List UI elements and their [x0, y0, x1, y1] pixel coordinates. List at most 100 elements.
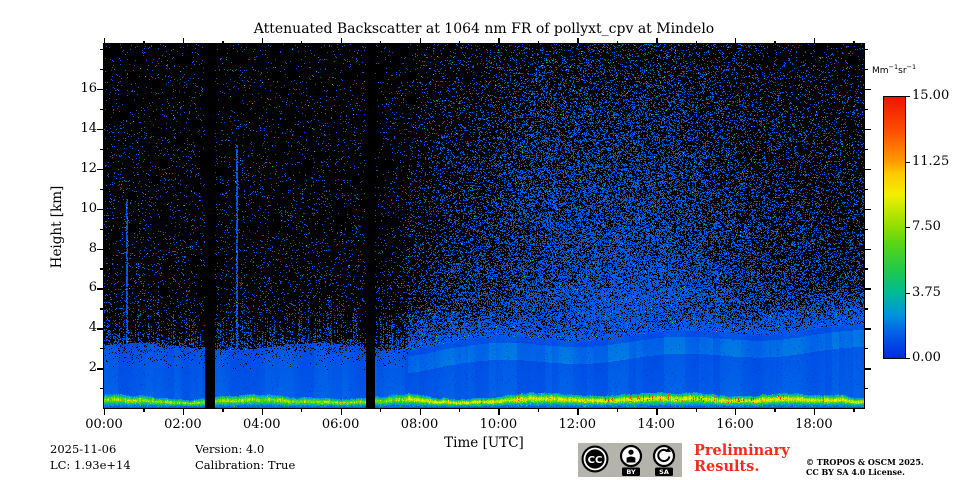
- tick-mark: [865, 228, 868, 230]
- tick-mark: [419, 38, 421, 44]
- colorbar-tick-mark: [906, 96, 910, 98]
- tick-mark: [97, 248, 103, 250]
- cc-license-badge: CC BY SA: [578, 443, 682, 477]
- tick-mark: [865, 368, 871, 370]
- tick-mark: [100, 228, 103, 230]
- y-tick-label: 6: [88, 280, 97, 296]
- tick-mark: [143, 41, 145, 44]
- tick-mark: [100, 268, 103, 270]
- tick-mark: [813, 409, 816, 415]
- tick-mark: [301, 41, 303, 44]
- tick-mark: [865, 308, 868, 310]
- tick-mark: [735, 38, 737, 44]
- tick-mark: [865, 49, 868, 51]
- tick-mark: [865, 168, 871, 171]
- tick-mark: [813, 38, 816, 44]
- tick-mark: [100, 308, 103, 310]
- tick-mark: [182, 38, 185, 44]
- tick-mark: [261, 409, 264, 415]
- tick-mark: [97, 288, 103, 290]
- tick-mark: [182, 409, 185, 415]
- tick-mark: [261, 38, 264, 44]
- tick-mark: [537, 41, 540, 44]
- tick-mark: [865, 148, 868, 151]
- tick-mark: [100, 188, 103, 190]
- tick-mark: [537, 409, 540, 412]
- y-tick-label: 2: [88, 360, 97, 376]
- tick-mark: [865, 388, 868, 390]
- tick-mark: [222, 409, 224, 412]
- tick-mark: [143, 409, 145, 412]
- tick-mark: [340, 38, 343, 44]
- colorbar-unit-label: Mm−1sr−1: [872, 63, 917, 76]
- version-label: Version: 4.0: [195, 442, 265, 456]
- lidar-constant-label: LC: 1.93e+14: [50, 458, 131, 472]
- x-tick-label: 06:00: [321, 417, 360, 432]
- y-tick-label: 8: [88, 240, 97, 256]
- cc-icon-text: CC: [588, 455, 603, 466]
- calibration-label: Calibration: True: [195, 458, 296, 472]
- tick-mark: [695, 409, 697, 412]
- tick-mark: [735, 409, 737, 415]
- tick-mark: [498, 38, 500, 44]
- x-tick-label: 14:00: [637, 417, 675, 432]
- tick-mark: [774, 409, 776, 412]
- x-tick-label: 12:00: [558, 417, 596, 432]
- tick-mark: [498, 409, 500, 415]
- tick-mark: [104, 409, 106, 415]
- colorbar: [883, 96, 906, 359]
- tick-mark: [100, 348, 103, 350]
- y-tick-label: 4: [88, 320, 97, 336]
- tick-mark: [853, 409, 855, 412]
- heatmap-canvas: [104, 44, 864, 408]
- colorbar-tick-label: 0.00: [912, 350, 941, 365]
- colorbar-tick-mark: [906, 161, 910, 163]
- colorbar-tick-label: 11.25: [912, 153, 950, 169]
- tick-mark: [865, 208, 871, 211]
- colorbar-tick-mark: [906, 227, 910, 229]
- y-tick-label: 14: [80, 120, 97, 136]
- tick-mark: [97, 368, 103, 370]
- y-tick-label: 10: [80, 200, 97, 216]
- tick-mark: [865, 248, 871, 250]
- tick-mark: [616, 41, 618, 44]
- tick-mark: [865, 89, 871, 91]
- tick-mark: [222, 41, 224, 44]
- x-tick-label: 00:00: [85, 417, 123, 432]
- tick-mark: [656, 409, 658, 415]
- tick-mark: [380, 409, 382, 412]
- tick-mark: [853, 41, 855, 44]
- tick-mark: [865, 288, 871, 290]
- tick-mark: [97, 208, 103, 211]
- x-tick-label: 10:00: [479, 417, 518, 432]
- tick-mark: [458, 409, 461, 412]
- tick-mark: [865, 108, 868, 111]
- tick-mark: [656, 38, 658, 44]
- tick-mark: [865, 128, 871, 131]
- date-label: 2025-11-06: [50, 442, 117, 456]
- x-tick-label: 18:00: [795, 417, 833, 432]
- chart-title: Attenuated Backscatter at 1064 nm FR of …: [253, 21, 715, 37]
- tick-mark: [301, 409, 303, 412]
- tick-mark: [458, 41, 461, 44]
- tick-mark: [865, 188, 868, 190]
- colorbar-gradient: [884, 97, 905, 358]
- tick-mark: [865, 268, 868, 270]
- x-axis-label: Time [UTC]: [444, 435, 524, 451]
- colorbar-tick-label: 7.50: [912, 219, 941, 234]
- y-tick-label: 12: [80, 160, 97, 176]
- tick-mark: [100, 49, 103, 51]
- x-tick-label: 04:00: [243, 417, 281, 432]
- x-tick-label: 08:00: [400, 417, 439, 432]
- tick-mark: [97, 328, 103, 330]
- tick-mark: [865, 69, 868, 71]
- by-person-icon: [619, 444, 643, 468]
- tick-mark: [577, 409, 579, 415]
- by-label: BY: [626, 468, 636, 476]
- tick-mark: [100, 148, 103, 151]
- tick-mark: [97, 89, 103, 91]
- tick-mark: [97, 128, 103, 131]
- sa-label: SA: [659, 468, 669, 476]
- x-tick-label: 16:00: [716, 417, 754, 432]
